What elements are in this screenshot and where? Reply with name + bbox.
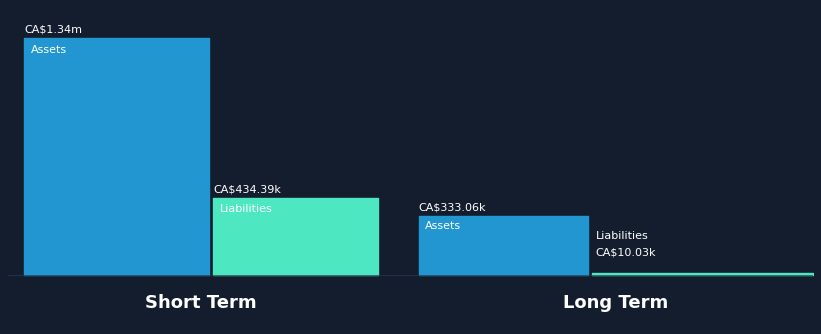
Text: CA$434.39k: CA$434.39k <box>213 185 282 195</box>
Text: Short Term: Short Term <box>145 294 257 312</box>
Text: Liabilities: Liabilities <box>220 204 273 214</box>
Text: CA$10.03k: CA$10.03k <box>595 247 656 257</box>
Text: Assets: Assets <box>425 221 461 231</box>
Text: Long Term: Long Term <box>563 294 668 312</box>
Text: Assets: Assets <box>30 45 67 55</box>
Text: CA$333.06k: CA$333.06k <box>419 202 486 212</box>
Text: Liabilities: Liabilities <box>595 231 649 241</box>
Text: CA$1.34m: CA$1.34m <box>25 25 82 35</box>
